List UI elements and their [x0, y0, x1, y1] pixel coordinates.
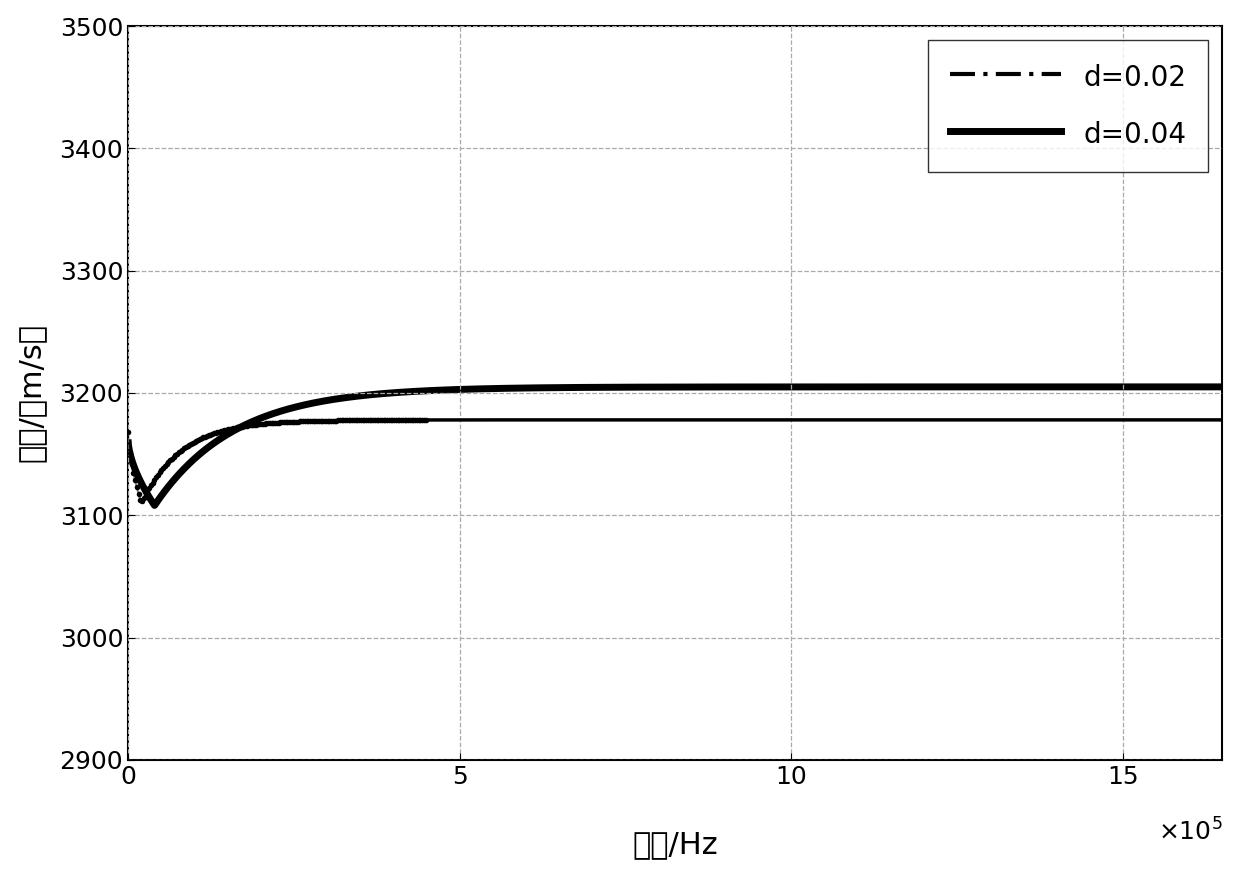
d=0.04 — [320, 395, 335, 406]
d=0.04 — [120, 434, 135, 445]
d=0.04 — [1215, 382, 1230, 392]
d=0.04 — [539, 383, 554, 393]
Y-axis label: 波速/（m/s）: 波速/（m/s） — [16, 323, 46, 463]
d=0.04 — [777, 382, 792, 392]
d=0.04 — [147, 500, 162, 511]
d=0.04 — [1021, 382, 1036, 392]
d=0.04 — [833, 382, 847, 392]
Line: d=0.04: d=0.04 — [128, 387, 1223, 505]
X-axis label: 频率/Hz: 频率/Hz — [632, 830, 717, 859]
Text: $\times 10^5$: $\times 10^5$ — [1157, 818, 1223, 845]
Legend: d=0.02, d=0.04: d=0.02, d=0.04 — [928, 40, 1208, 172]
d=0.04 — [938, 382, 953, 392]
